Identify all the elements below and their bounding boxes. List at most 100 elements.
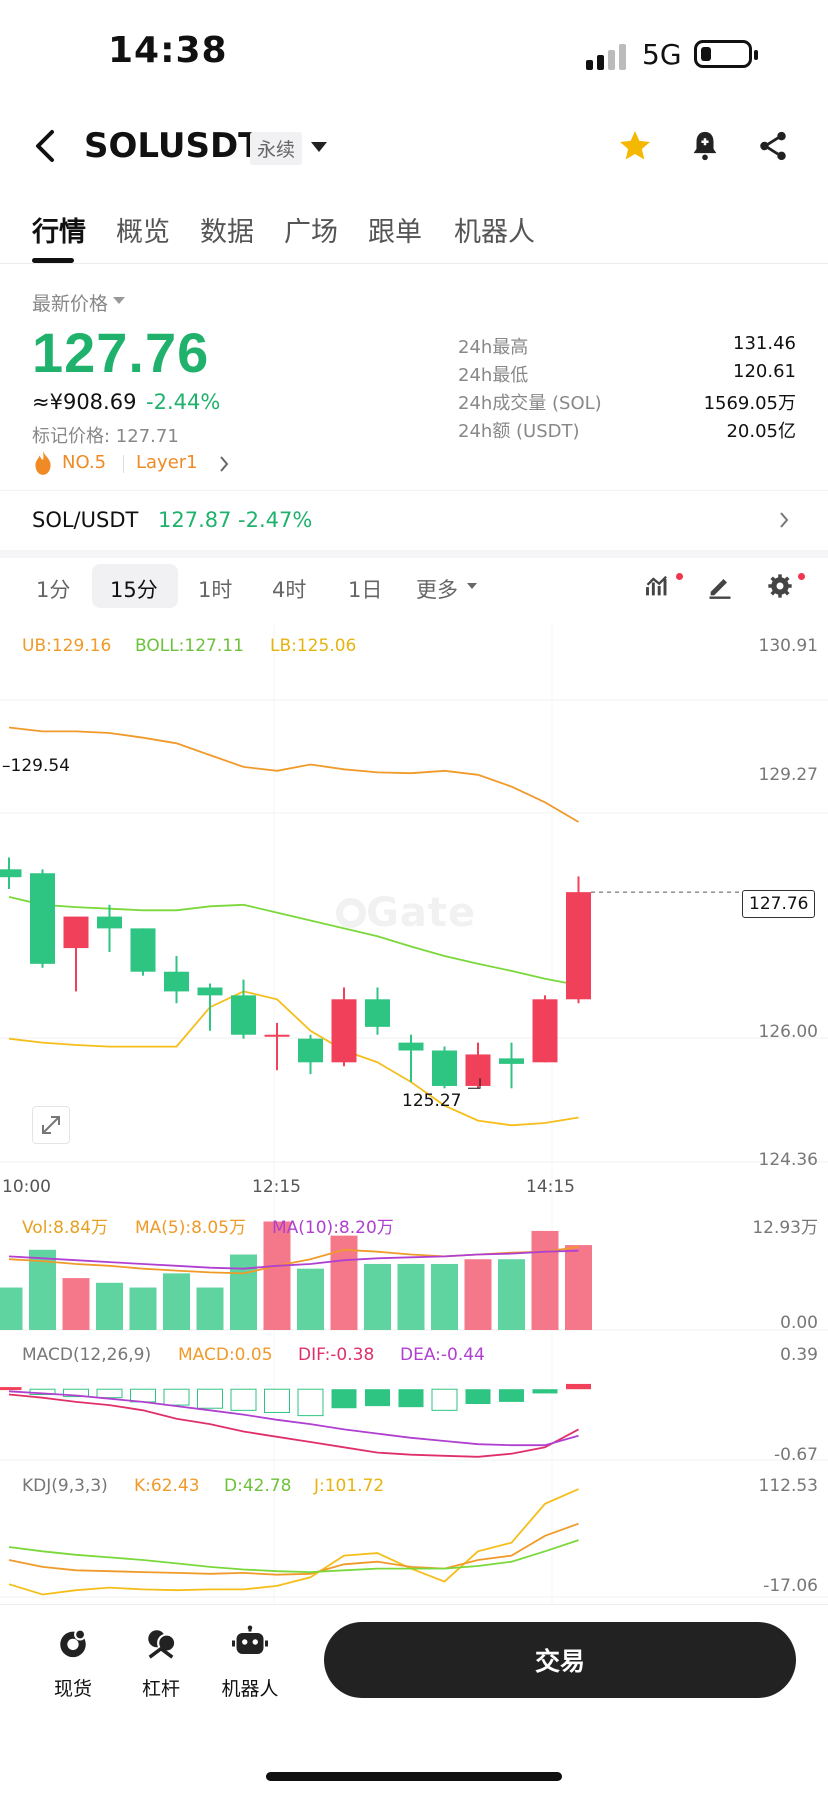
- latest-price-dropdown-icon[interactable]: [113, 297, 125, 304]
- stat-value-24h-volume: 1569.05万: [703, 393, 796, 414]
- more-dropdown-icon[interactable]: [467, 583, 477, 589]
- tab-copy-trading[interactable]: 跟单: [368, 217, 422, 248]
- share-icon[interactable]: [756, 128, 790, 164]
- macd-hist-bar: [465, 1389, 491, 1404]
- sector-chevron-icon[interactable]: [218, 454, 230, 474]
- bottom-nav-spot[interactable]: 现货: [53, 1678, 92, 1700]
- back-icon[interactable]: [30, 128, 60, 164]
- macd-hist-bar: [499, 1389, 524, 1402]
- macd-hist-bar: [63, 1388, 89, 1398]
- spot-icon[interactable]: [56, 1626, 90, 1660]
- macd-hist-bar: [398, 1389, 424, 1408]
- boll-indicator: BOLL:127.11: [135, 636, 244, 656]
- trade-button-label: 交易: [534, 1647, 585, 1676]
- candle-body: [197, 987, 223, 996]
- macd-hist-bar: [96, 1388, 123, 1399]
- volume-bar: [129, 1287, 157, 1330]
- sector-tag[interactable]: Layer1: [136, 452, 198, 473]
- candle-body: [97, 916, 122, 929]
- tab-bots[interactable]: 机器人: [454, 217, 535, 248]
- hot-rank-badge[interactable]: NO.5: [62, 452, 107, 473]
- macd-hist-bar: [331, 1389, 357, 1409]
- macd-hist-bar: [431, 1388, 458, 1411]
- kdj-k-value: K:62.43: [134, 1476, 200, 1496]
- volume-bar: [0, 1287, 23, 1330]
- indicator-icon[interactable]: [644, 572, 672, 600]
- bottom-nav-margin[interactable]: 杠杆: [141, 1678, 180, 1700]
- price-alert-bell-icon[interactable]: [688, 128, 722, 164]
- interval-4h[interactable]: 4时: [272, 578, 307, 602]
- time-axis-label: 14:15: [526, 1177, 575, 1197]
- kdj-axis-max: 112.53: [758, 1476, 818, 1496]
- boll-line: [8, 896, 579, 986]
- bottom-nav-bots[interactable]: 机器人: [221, 1678, 279, 1700]
- candle-body: [331, 999, 357, 1063]
- expand-chart-icon[interactable]: [32, 1106, 70, 1144]
- interval-1d[interactable]: 1日: [348, 578, 383, 602]
- margin-icon[interactable]: [144, 1626, 178, 1660]
- mark-price: 标记价格: 127.71: [32, 426, 179, 447]
- low-price-marker: 125.27: [402, 1091, 462, 1111]
- spot-chevron-icon[interactable]: [778, 510, 790, 530]
- cny-value: ≈¥908.69: [32, 390, 137, 414]
- chart-watermark: Gate: [336, 890, 476, 936]
- candle-body: [566, 892, 591, 1000]
- volume-bar: [498, 1259, 525, 1330]
- macd-name: MACD(12,26,9): [22, 1345, 152, 1365]
- latest-price-label[interactable]: 最新价格: [32, 293, 109, 315]
- tab-divider: [0, 263, 828, 264]
- tab-market[interactable]: 行情: [32, 217, 86, 248]
- tab-data[interactable]: 数据: [200, 217, 254, 248]
- macd-hist-bar: [566, 1383, 591, 1390]
- interval-15m[interactable]: 15分: [110, 578, 158, 602]
- star-icon[interactable]: [616, 128, 654, 164]
- lb-line: [8, 990, 579, 1127]
- volume-bar: [196, 1287, 224, 1330]
- stat-value-24h-low: 120.61: [733, 361, 796, 382]
- dif-value: DIF:-0.38: [298, 1345, 375, 1365]
- interval-active-bg: [92, 564, 178, 608]
- tab-overview[interactable]: 概览: [116, 217, 170, 248]
- kdj-k-line: [8, 1522, 579, 1576]
- candle-body: [231, 995, 256, 1035]
- trade-button[interactable]: 交易: [324, 1622, 796, 1698]
- interval-more[interactable]: 更多: [416, 578, 458, 602]
- symbol-title[interactable]: SOLUSDT: [84, 126, 262, 166]
- battery-icon: [694, 40, 752, 68]
- volume-bar: [397, 1263, 425, 1330]
- volume-bar: [29, 1249, 56, 1330]
- macd-hist-bar: [197, 1388, 223, 1409]
- home-indicator: [266, 1772, 562, 1781]
- volume-bar: [230, 1254, 257, 1330]
- price-axis-label: 126.00: [758, 1022, 818, 1042]
- volume-bar: [464, 1259, 492, 1330]
- kline-chart[interactable]: [0, 624, 828, 1604]
- macd-axis-min: -0.67: [774, 1445, 818, 1465]
- stat-label-24h-low: 24h最低: [458, 365, 529, 386]
- spot-change: -2.47%: [238, 508, 313, 532]
- status-time: 14:38: [108, 30, 228, 71]
- low-marker-line: [468, 1078, 481, 1089]
- vol-axis-max: 12.93万: [752, 1218, 818, 1238]
- active-tab-indicator: [32, 258, 74, 263]
- macd-value: MACD:0.05: [178, 1345, 273, 1365]
- settings-gear-icon[interactable]: [766, 572, 794, 600]
- candle-body: [30, 873, 55, 964]
- volume-bar: [531, 1230, 559, 1330]
- macd-dea-line: [8, 1390, 579, 1447]
- symbol-dropdown-icon[interactable]: [311, 142, 327, 152]
- tab-square[interactable]: 广场: [284, 217, 338, 248]
- robot-icon[interactable]: [232, 1624, 268, 1660]
- volume-bar: [431, 1263, 458, 1330]
- spot-pair[interactable]: SOL/USDT: [32, 508, 139, 532]
- stat-label-24h-high: 24h最高: [458, 337, 529, 358]
- high-price-marker: –129.54: [2, 756, 70, 776]
- draw-tool-icon[interactable]: [706, 572, 734, 600]
- kdj-axis-min: -17.06: [763, 1576, 818, 1596]
- candle-body: [298, 1038, 323, 1063]
- bottom-bar-divider: [0, 1604, 828, 1605]
- kdj-d-line: [8, 1539, 579, 1574]
- spot-divider-top: [0, 490, 828, 491]
- interval-1h[interactable]: 1时: [198, 578, 233, 602]
- interval-1m[interactable]: 1分: [36, 578, 71, 602]
